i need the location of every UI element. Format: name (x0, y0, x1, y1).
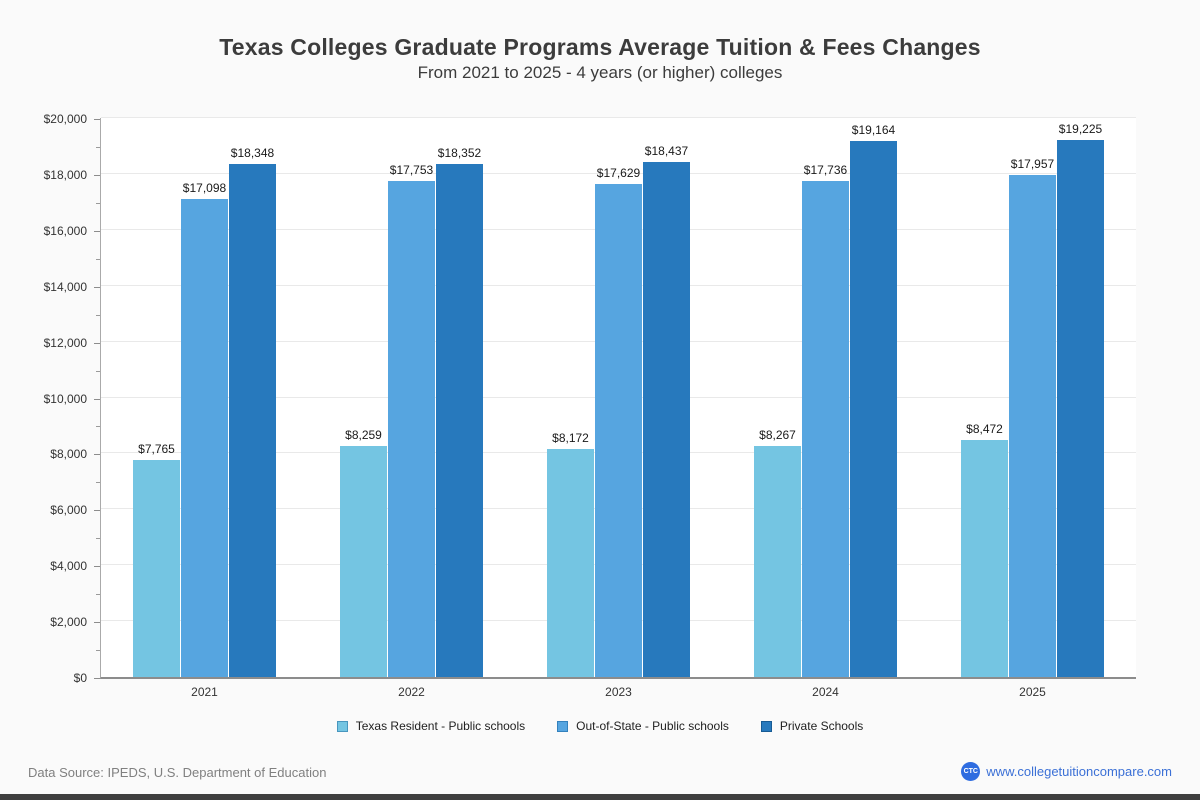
y-axis-label: $6,000 (50, 503, 87, 518)
bar-value-label: $8,267 (759, 427, 796, 442)
y-axis-major-tick (94, 678, 100, 679)
y-axis-minor-tick (96, 538, 100, 540)
bar: $7,765 (133, 442, 180, 677)
bar-value-label: $18,348 (230, 146, 275, 161)
gridline (101, 172, 1136, 174)
bar-value-label: $17,098 (182, 181, 227, 196)
bar-group-2022: $8,259 $17,753 $18,352 2022 (308, 118, 515, 699)
y-axis-major-tick (94, 342, 100, 344)
bar-group-2024: $8,267 $17,736 $19,164 2024 (722, 118, 929, 699)
y-axis-label: $12,000 (43, 335, 87, 350)
chart-subtitle: From 2021 to 2025 - 4 years (or higher) … (417, 63, 783, 82)
plot-area: $7,765 $17,098 $18,348 2021 $8,259 $17,753 $18… (100, 117, 1136, 699)
y-axis-minor-tick (96, 258, 100, 260)
bar: $17,629 (595, 166, 642, 677)
bar-value-label: $17,753 (389, 162, 434, 177)
legend-label: Texas Resident - Public schools (355, 719, 526, 733)
bar-value-label: $19,164 (851, 123, 896, 138)
y-axis-major-tick (94, 622, 100, 624)
bar-value-label: $7,765 (138, 441, 175, 456)
y-axis-label: $10,000 (43, 391, 87, 406)
legend-item: Out-of-State - Public schools (557, 719, 729, 733)
gridline (101, 117, 1136, 118)
bar: $17,957 (1009, 157, 1056, 677)
legend-label: Out-of-State - Public schools (576, 719, 729, 733)
bar: $17,753 (388, 163, 435, 677)
bar-value-label: $8,472 (966, 422, 1003, 437)
y-axis-major-tick (94, 230, 100, 232)
bar-value-label: $17,736 (803, 163, 848, 178)
y-axis-major-tick (94, 510, 100, 512)
x-axis-label: 2024 (812, 685, 839, 699)
legend-marker (760, 720, 772, 732)
y-axis-major-tick (94, 174, 100, 176)
legend: Texas Resident - Public schools Out-of-St… (0, 719, 1200, 733)
y-axis-label: $18,000 (43, 167, 87, 182)
bar-group-2023: $8,172 $17,629 $18,437 2023 (515, 118, 722, 699)
y-axis: $0 $2,000 $4,000 $6,000 $8,000 $10,000 $12,000… (0, 112, 100, 685)
y-axis-minor-tick (96, 146, 100, 148)
x-axis-label: 2023 (605, 685, 632, 699)
x-axis-label: 2021 (191, 685, 218, 699)
bar: $19,225 (1057, 122, 1104, 677)
y-axis-label: $0 (73, 671, 87, 685)
bar: $8,259 (340, 428, 387, 677)
brand-link[interactable]: CTC www.collegetuitioncompare.com (961, 762, 1172, 781)
bar-group-2021: $7,765 $17,098 $18,348 2021 (101, 118, 308, 699)
bar: $18,437 (643, 144, 690, 677)
bar: $8,472 (961, 422, 1008, 677)
y-axis-label: $8,000 (50, 447, 87, 462)
y-axis-minor-tick (96, 426, 100, 428)
y-axis-minor-tick (96, 314, 100, 316)
y-axis-label: $4,000 (50, 559, 87, 574)
bar-value-label: $17,629 (596, 166, 641, 181)
bottom-bar (0, 794, 1200, 800)
bar-value-label: $17,957 (1010, 157, 1055, 172)
y-axis-minor-tick (96, 650, 100, 652)
y-axis-major-tick (94, 454, 100, 456)
y-axis-minor-tick (96, 202, 100, 204)
bar-value-label: $18,352 (437, 146, 482, 161)
y-axis-label: $2,000 (50, 615, 87, 630)
bar: $8,267 (754, 428, 801, 677)
ctc-logo: CTC (961, 762, 981, 781)
legend-marker (336, 720, 348, 732)
bar-value-label: $19,225 (1058, 121, 1103, 136)
bar-value-label: $8,259 (345, 428, 382, 443)
bar: $17,736 (802, 163, 849, 677)
y-axis-major-tick (94, 119, 100, 120)
y-axis-label: $14,000 (43, 279, 87, 294)
bar: $19,164 (850, 123, 897, 677)
bar-group-2025: $8,472 $17,957 $19,225 2025 (929, 118, 1136, 699)
y-axis-minor-tick (96, 370, 100, 372)
legend-item: Texas Resident - Public schools (336, 719, 526, 733)
bar-value-label: $8,172 (552, 430, 589, 445)
y-axis-major-tick (94, 398, 100, 400)
x-axis-label: 2025 (1019, 685, 1046, 699)
y-axis-minor-tick (96, 482, 100, 484)
x-axis-label: 2022 (398, 685, 425, 699)
bar: $18,352 (436, 146, 483, 677)
bar-value-label: $18,437 (644, 143, 689, 158)
y-axis-label: $16,000 (43, 223, 87, 238)
data-source-note: Data Source: IPEDS, U.S. Department of E… (28, 765, 327, 780)
y-axis-major-tick (94, 566, 100, 568)
website-url: www.collegetuitioncompare.com (986, 764, 1172, 779)
bar: $18,348 (229, 146, 276, 677)
y-axis-major-tick (94, 286, 100, 288)
bar: $8,172 (547, 431, 594, 677)
legend-marker (557, 720, 569, 732)
y-axis-minor-tick (96, 594, 100, 596)
legend-item: Private Schools (760, 719, 864, 733)
bar: $17,098 (181, 181, 228, 677)
chart-title: Texas Colleges Graduate Programs Average… (219, 34, 981, 60)
legend-label: Private Schools (779, 719, 864, 733)
y-axis-label: $20,000 (43, 112, 87, 126)
